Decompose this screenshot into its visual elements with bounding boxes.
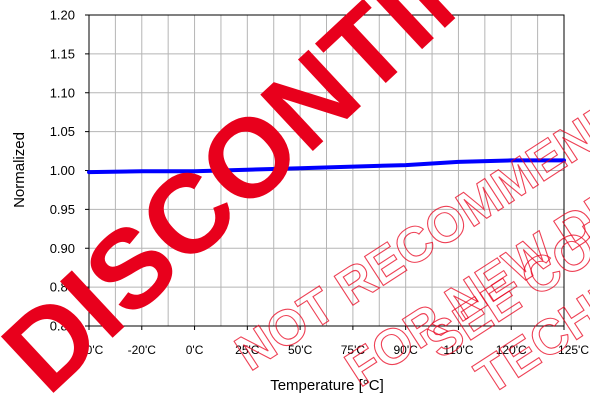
- x-tick-label: 110'C: [443, 343, 473, 357]
- data-point: [245, 168, 249, 172]
- data-point: [193, 169, 197, 173]
- data-point: [456, 160, 460, 164]
- y-tick-label: 0.90: [50, 241, 75, 256]
- x-tick-label: 125'C: [558, 343, 589, 357]
- series-line: [87, 158, 566, 175]
- y-axis-ticks: 0.80 0.85 0.90 0.95 1.00 1.05 1.10 1.15 1.20: [50, 8, 89, 334]
- y-tick-label: 0.95: [50, 202, 75, 217]
- data-point: [562, 158, 566, 162]
- y-tick-label: 1.05: [50, 124, 75, 139]
- data-point: [298, 166, 302, 170]
- x-tick-label: -20'C: [128, 343, 157, 357]
- y-tick-label: 1.15: [50, 46, 75, 61]
- grid-lines: [89, 15, 564, 326]
- x-tick-label: 75'C: [341, 343, 366, 357]
- data-point: [404, 163, 408, 167]
- x-tick-label: 120'C: [496, 343, 527, 357]
- data-point: [140, 169, 144, 173]
- x-axis-label: Temperature [°C]: [270, 377, 384, 394]
- data-point: [509, 158, 513, 162]
- y-tick-label: 0.80: [50, 319, 75, 334]
- x-axis-ticks: -40'C -20'C 0'C 25'C 50'C 75'C 90'C 110'C 120'C 1…: [75, 326, 589, 357]
- y-axis-label: Normalized: [11, 132, 28, 208]
- data-point: [351, 165, 355, 169]
- x-tick-label: 90'C: [394, 343, 419, 357]
- y-tick-label: 1.10: [50, 85, 75, 100]
- data-point: [87, 170, 91, 174]
- y-tick-label: 0.85: [50, 280, 75, 295]
- y-tick-label: 1.00: [50, 163, 75, 178]
- x-tick-label: 0'C: [186, 343, 204, 357]
- series-layer: [87, 158, 566, 175]
- x-tick-label: -40'C: [75, 343, 104, 357]
- x-tick-label: 25'C: [235, 343, 260, 357]
- x-tick-label: 50'C: [288, 343, 313, 357]
- y-tick-label: 1.20: [50, 8, 75, 23]
